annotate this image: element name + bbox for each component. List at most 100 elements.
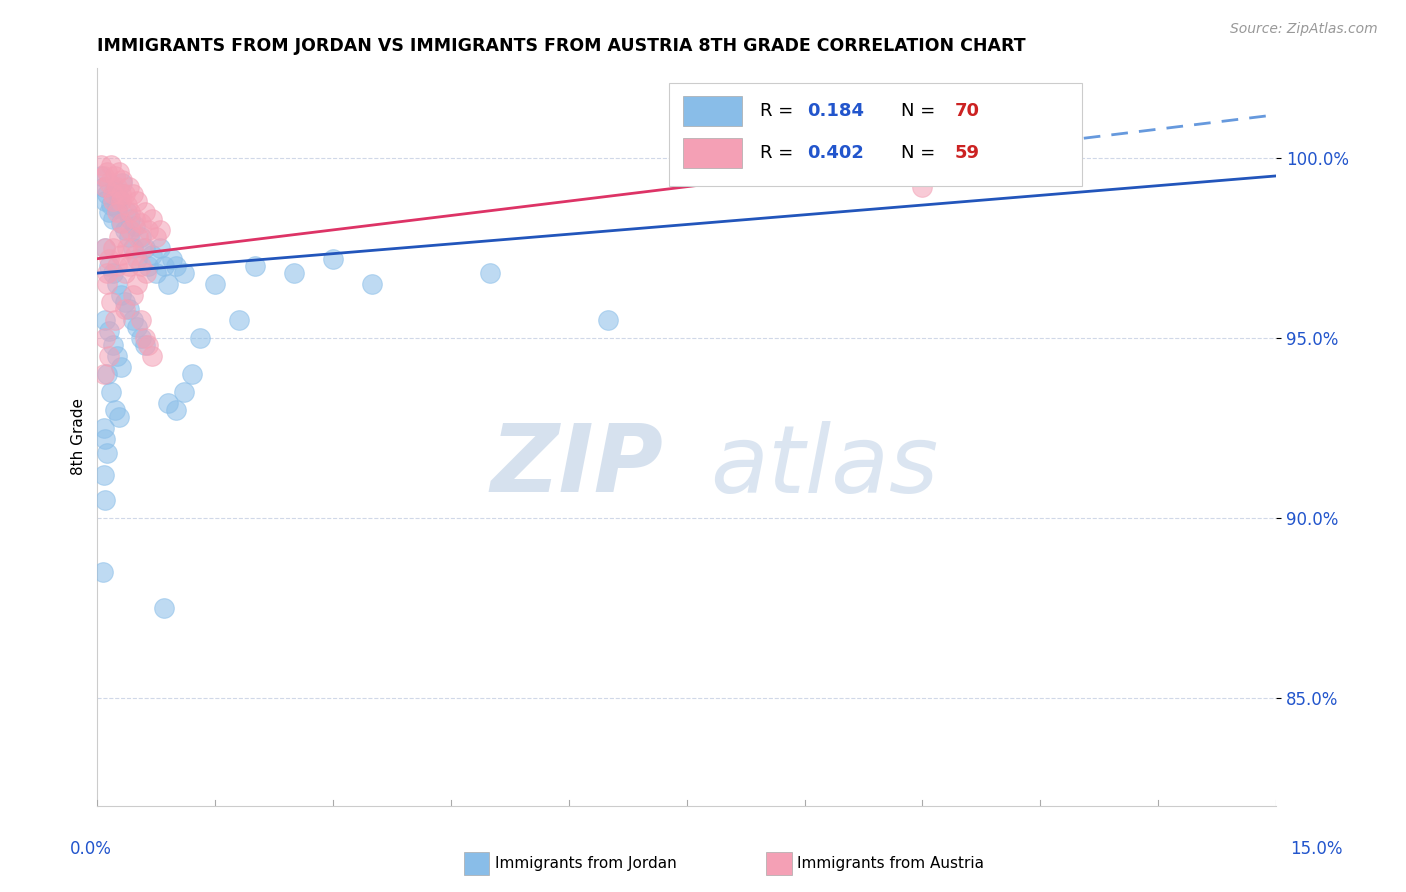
Point bbox=[105, 259, 128, 273]
Point bbox=[100, 294, 122, 309]
Point bbox=[129, 313, 152, 327]
Point bbox=[96, 446, 118, 460]
Point bbox=[121, 241, 143, 255]
Point bbox=[110, 194, 132, 208]
Point bbox=[110, 216, 132, 230]
Point bbox=[125, 277, 148, 291]
Point bbox=[165, 259, 187, 273]
Point bbox=[361, 277, 384, 291]
Point bbox=[98, 205, 121, 219]
Point bbox=[96, 367, 118, 381]
Text: 70: 70 bbox=[955, 102, 980, 120]
Point bbox=[114, 266, 136, 280]
Point bbox=[124, 212, 146, 227]
Point bbox=[108, 165, 131, 179]
Point bbox=[90, 158, 112, 172]
Text: 0.402: 0.402 bbox=[807, 144, 863, 161]
Point bbox=[110, 248, 132, 262]
Text: ZIP: ZIP bbox=[491, 420, 664, 512]
Point bbox=[98, 252, 121, 266]
Point bbox=[132, 241, 155, 255]
Point bbox=[104, 183, 127, 197]
Text: R =: R = bbox=[759, 102, 799, 120]
Point bbox=[94, 194, 117, 208]
Point bbox=[149, 223, 172, 237]
Point bbox=[104, 169, 127, 183]
Point bbox=[111, 172, 134, 186]
Point bbox=[100, 158, 122, 172]
Point bbox=[96, 186, 118, 201]
Point bbox=[93, 421, 115, 435]
Point bbox=[120, 212, 142, 227]
Point bbox=[138, 259, 160, 273]
Point bbox=[173, 266, 195, 280]
Point bbox=[141, 248, 163, 262]
Point bbox=[101, 338, 124, 352]
Point bbox=[94, 492, 117, 507]
Point bbox=[110, 186, 132, 201]
Point bbox=[115, 205, 138, 219]
Point bbox=[114, 186, 136, 201]
Point bbox=[105, 349, 128, 363]
Point bbox=[98, 176, 121, 190]
Point bbox=[105, 179, 128, 194]
Point bbox=[101, 212, 124, 227]
Point bbox=[598, 313, 620, 327]
Point bbox=[118, 301, 141, 316]
Point bbox=[157, 395, 180, 409]
Point bbox=[134, 241, 156, 255]
Point bbox=[120, 205, 142, 219]
Text: atlas: atlas bbox=[710, 421, 939, 512]
Point bbox=[138, 338, 160, 352]
Point bbox=[129, 216, 152, 230]
Point bbox=[93, 367, 115, 381]
Point bbox=[93, 467, 115, 482]
Point bbox=[153, 259, 176, 273]
Point bbox=[141, 212, 163, 227]
Point bbox=[153, 600, 176, 615]
Point bbox=[110, 287, 132, 301]
Point bbox=[98, 324, 121, 338]
Point bbox=[124, 219, 146, 234]
Point bbox=[101, 266, 124, 280]
Text: Immigrants from Jordan: Immigrants from Jordan bbox=[495, 856, 676, 871]
Point bbox=[100, 384, 122, 399]
Point bbox=[93, 179, 115, 194]
Point bbox=[114, 223, 136, 237]
Point bbox=[94, 432, 117, 446]
Point bbox=[127, 230, 149, 244]
Point bbox=[243, 259, 266, 273]
Point bbox=[118, 230, 141, 244]
Point bbox=[98, 259, 121, 273]
Point bbox=[94, 179, 117, 194]
Text: N =: N = bbox=[901, 102, 941, 120]
Point bbox=[98, 349, 121, 363]
Point bbox=[145, 230, 167, 244]
Point bbox=[125, 194, 148, 208]
Point bbox=[125, 320, 148, 334]
Y-axis label: 8th Grade: 8th Grade bbox=[72, 399, 86, 475]
Point bbox=[100, 197, 122, 211]
FancyBboxPatch shape bbox=[683, 138, 742, 168]
Point bbox=[114, 301, 136, 316]
Point bbox=[165, 402, 187, 417]
Point bbox=[94, 241, 117, 255]
Point bbox=[134, 331, 156, 345]
Text: 15.0%: 15.0% bbox=[1291, 840, 1343, 858]
Point bbox=[145, 266, 167, 280]
Point bbox=[96, 277, 118, 291]
Point bbox=[118, 259, 141, 273]
Point bbox=[101, 241, 124, 255]
Point bbox=[138, 223, 160, 237]
Point bbox=[121, 186, 143, 201]
Text: 0.184: 0.184 bbox=[807, 102, 863, 120]
Point bbox=[173, 384, 195, 399]
Text: Immigrants from Austria: Immigrants from Austria bbox=[797, 856, 984, 871]
Point bbox=[141, 349, 163, 363]
Point bbox=[93, 169, 115, 183]
Point bbox=[115, 241, 138, 255]
Point bbox=[101, 186, 124, 201]
Point bbox=[124, 248, 146, 262]
Point bbox=[110, 359, 132, 374]
Text: R =: R = bbox=[759, 144, 799, 161]
